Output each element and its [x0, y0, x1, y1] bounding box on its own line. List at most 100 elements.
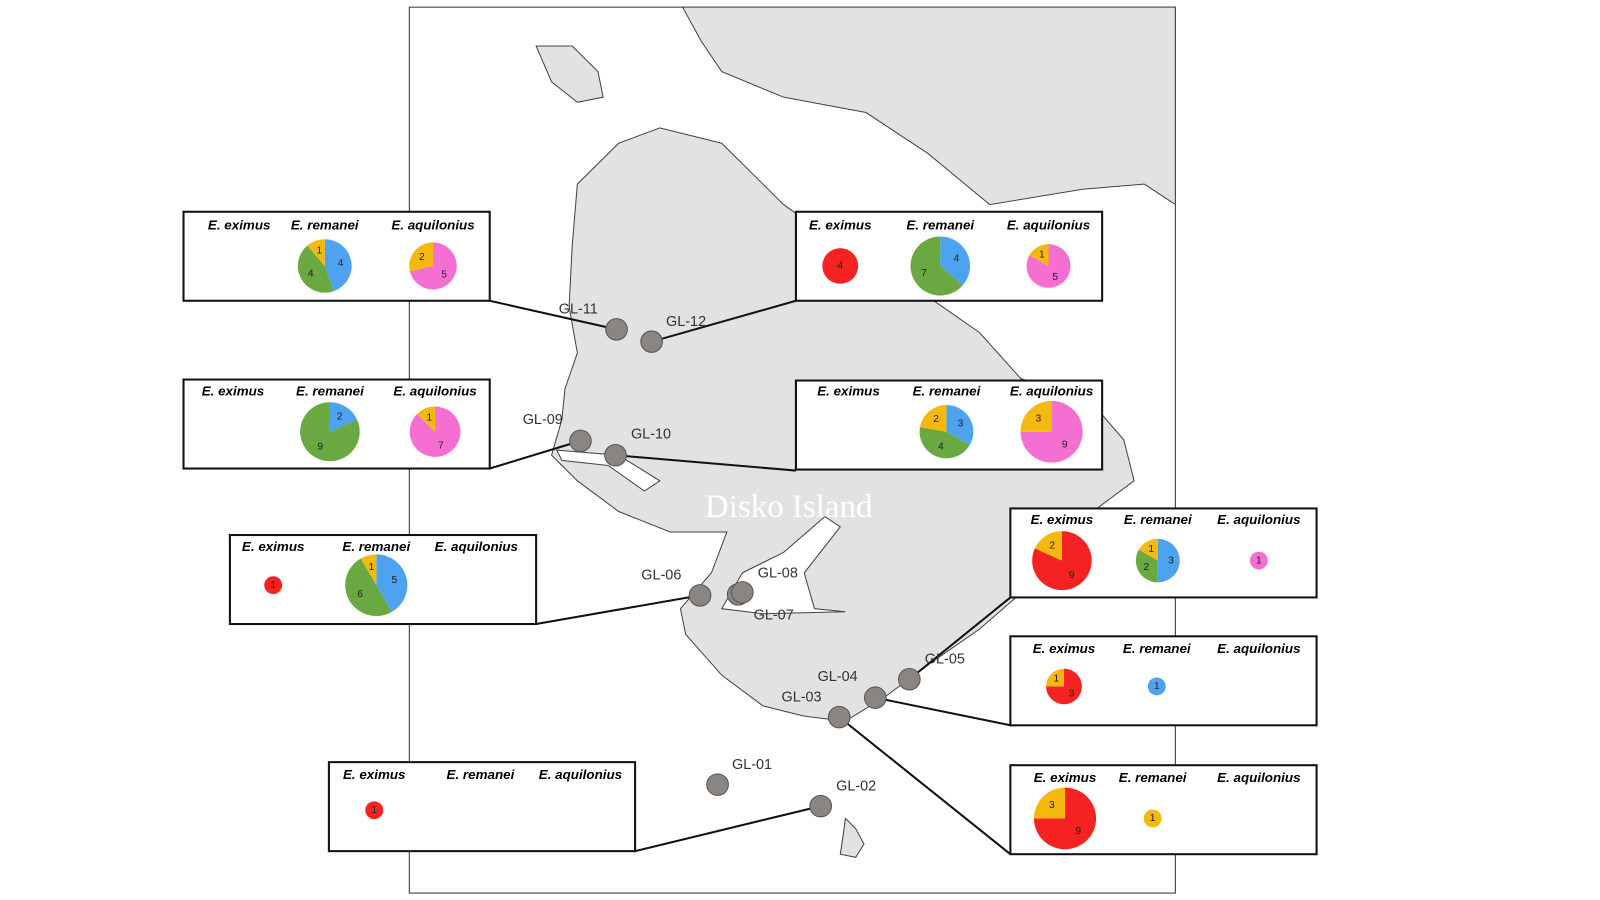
site-label: GL-02 [836, 779, 876, 795]
connector [535, 594, 701, 626]
site-marker [898, 668, 921, 691]
map-layer: Disko Island GL-01 GL-02 GL-03 GL-04 GL-05 GL… [182, 6, 1318, 894]
pie-label: 1 [270, 580, 276, 591]
pie-label: 4 [837, 261, 843, 272]
site-marker [863, 686, 887, 709]
site-label: GL-07 [754, 608, 794, 624]
pie-slice [417, 406, 436, 432]
species-header: E. eximus [809, 218, 872, 233]
pie-slice [264, 576, 283, 595]
species-header: E. remanei [913, 383, 981, 398]
site-label: GL-06 [641, 568, 681, 584]
pie-slice [940, 236, 971, 286]
site-label: GL-10 [631, 427, 671, 443]
pie-label: 9 [1075, 826, 1081, 837]
pie-label: 9 [317, 441, 323, 452]
connector [838, 716, 1012, 856]
pie-label: 9 [1062, 440, 1068, 451]
pie-slice [409, 242, 434, 272]
species-header: E. aquilonius [1010, 383, 1093, 398]
species-header: E. remanei [1119, 770, 1187, 785]
pie-slice [345, 558, 392, 617]
site-label: GL-12 [666, 314, 706, 330]
pie-label: 3 [1049, 800, 1055, 811]
pie-slice [329, 402, 357, 432]
species-header: E. remanei [1124, 512, 1192, 527]
species-header: E. aquilonius [393, 383, 476, 398]
pie-label: 1 [1054, 674, 1060, 685]
pie-label: 1 [316, 246, 322, 257]
species-header: E. eximus [208, 218, 271, 233]
pie-slice [1020, 400, 1052, 432]
pie-label: 3 [1036, 413, 1042, 424]
pie-slice [1135, 549, 1158, 583]
species-header: E. eximus [1031, 512, 1094, 527]
pie-label: 2 [1049, 540, 1055, 551]
connector [489, 299, 617, 331]
site-marker [605, 318, 628, 341]
species-header: E. eximus [202, 383, 265, 398]
pie-slice [409, 406, 461, 457]
species-header: E. aquilonius [1217, 512, 1300, 527]
pie-label: 1 [369, 562, 375, 573]
pie-label: 4 [338, 258, 344, 269]
pie-label: 7 [921, 268, 927, 279]
site-label: GL-01 [732, 757, 772, 773]
pie-label: 4 [954, 253, 960, 264]
pie-slice [1046, 668, 1064, 687]
site-label: GL-03 [781, 690, 821, 706]
pie-slice [1157, 538, 1180, 583]
species-header: E. aquilonius [539, 767, 622, 782]
connector [615, 454, 797, 472]
pie-label: 4 [308, 269, 314, 280]
pie-slice [822, 248, 859, 284]
pie-slice [1029, 244, 1049, 266]
site-label: GL-11 [559, 302, 598, 318]
pie-label: 2 [419, 252, 425, 263]
pie-label: 9 [1069, 570, 1075, 581]
pie-slice [1032, 531, 1092, 591]
species-header: E. remanei [447, 767, 515, 782]
species-header: E. aquilonius [1007, 218, 1090, 233]
species-header: E. remanei [906, 218, 974, 233]
islet [535, 45, 604, 103]
site-label: GL-05 [925, 652, 965, 668]
pie-slice [919, 405, 947, 432]
pie-slice [360, 554, 377, 586]
pie-label: 2 [1144, 562, 1150, 573]
pie-slice [297, 245, 334, 293]
connector [908, 596, 1012, 681]
species-header: E. eximus [817, 383, 880, 398]
mainland [681, 6, 1176, 206]
species-header: E. aquilonius [435, 539, 518, 554]
species-header: E. remanei [1123, 641, 1191, 656]
site-marker [688, 584, 712, 607]
pie-label: 1 [1148, 544, 1154, 555]
pie-slice [409, 242, 457, 290]
site-marker [604, 443, 627, 467]
pie-slice [300, 402, 360, 462]
pie-label: 2 [337, 412, 343, 423]
species-header: E. aquilonius [391, 218, 474, 233]
pie-label: 7 [438, 440, 444, 451]
site-marker [809, 794, 833, 818]
pie-label: 5 [441, 270, 447, 281]
site-label: GL-04 [818, 669, 858, 685]
pie-slice [1147, 677, 1166, 696]
pie-label: 1 [1154, 681, 1160, 692]
pie-label: 1 [1150, 813, 1156, 824]
pie-label: 3 [958, 418, 964, 429]
species-header: E. remanei [342, 539, 410, 554]
site-marker [640, 330, 663, 353]
species-header: E. aquilonius [1217, 641, 1300, 656]
species-header: E. eximus [1033, 641, 1096, 656]
site-label: GL-08 [758, 566, 798, 582]
pie-slice [324, 239, 352, 292]
species-header: E. eximus [1034, 770, 1097, 785]
pie-slice [376, 554, 408, 612]
site-label: GL-09 [523, 412, 563, 428]
pie-slice [1033, 787, 1066, 819]
pie-label: 1 [371, 805, 377, 816]
pie-slice [910, 236, 963, 296]
